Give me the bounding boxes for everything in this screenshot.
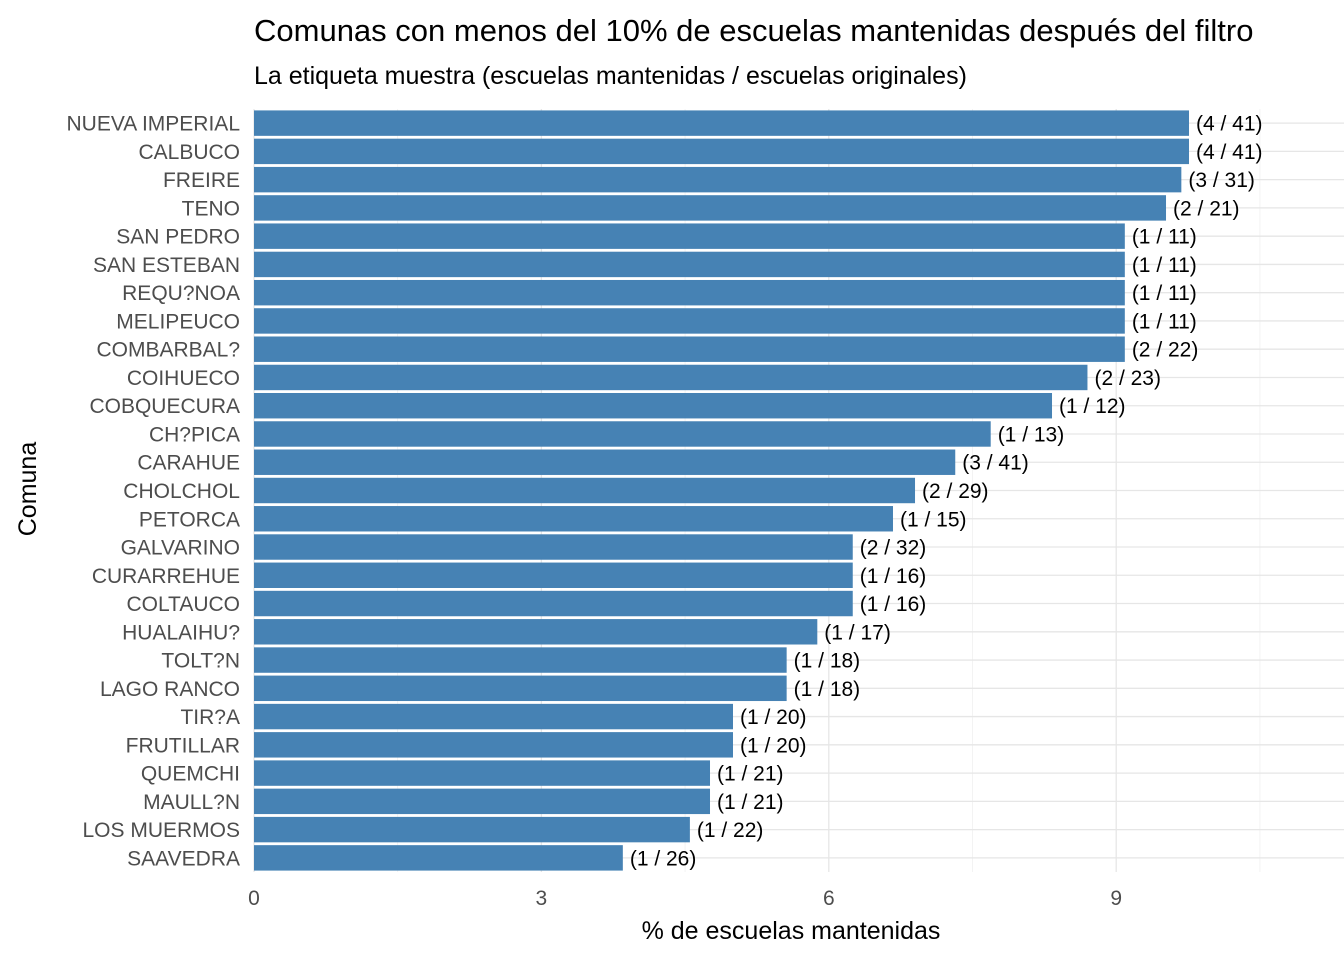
bar: [254, 308, 1125, 334]
data-label: (1 / 11): [1132, 254, 1197, 277]
data-label: (4 / 41): [1196, 113, 1263, 136]
data-label: (2 / 21): [1173, 197, 1240, 220]
y-tick-label: PETORCA: [139, 508, 240, 531]
data-label: (1 / 21): [717, 763, 784, 786]
y-tick-label: SAN PEDRO: [116, 226, 240, 249]
data-label: (1 / 13): [998, 423, 1065, 446]
bar: [254, 647, 787, 673]
y-tick-label: COMBARBAL?: [96, 339, 240, 362]
bar: [254, 534, 853, 560]
data-label: (1 / 18): [794, 678, 861, 701]
y-tick-label: TOLT?N: [161, 650, 240, 673]
data-label: (1 / 20): [740, 734, 807, 757]
data-label: (1 / 12): [1059, 395, 1126, 418]
y-tick-label: CARAHUE: [137, 452, 240, 475]
y-tick-labels: NUEVA IMPERIAL CALBUCO FREIRE TENO SAN PEDRO…: [67, 113, 241, 871]
y-tick-label: FRUTILLAR: [126, 734, 240, 757]
data-label: (1 / 26): [630, 847, 697, 870]
chart-title: Comunas con menos del 10% de escuelas ma…: [254, 13, 1253, 48]
y-tick-label: FREIRE: [163, 169, 240, 192]
data-label: (1 / 21): [717, 791, 784, 814]
bar: [254, 364, 1088, 391]
bar: [254, 166, 1182, 193]
x-tick-label: 9: [1110, 887, 1122, 910]
bar: [254, 251, 1125, 278]
bar: [254, 590, 853, 617]
data-label: (1 / 17): [824, 621, 891, 644]
bar: [254, 223, 1125, 249]
data-label: (3 / 41): [962, 452, 1029, 475]
data-label: (1 / 16): [860, 593, 927, 616]
y-tick-label: TIR?A: [180, 706, 240, 729]
data-label: (1 / 18): [794, 650, 861, 673]
y-tick-label: COBQUECURA: [89, 395, 240, 418]
bar: [254, 279, 1125, 306]
y-tick-label: NUEVA IMPERIAL: [67, 113, 241, 136]
bar: [254, 449, 956, 475]
bar: [254, 506, 893, 532]
data-label: (1 / 16): [860, 565, 927, 588]
y-tick-label: CH?PICA: [149, 423, 240, 446]
bar: [254, 732, 733, 758]
y-tick-label: COIHUECO: [127, 367, 240, 390]
bar: [254, 845, 623, 871]
bar: [254, 619, 818, 645]
bar: [254, 477, 916, 504]
bar: [254, 138, 1190, 165]
data-label: (4 / 41): [1196, 141, 1263, 164]
bar: [254, 760, 711, 786]
data-label: (1 / 22): [697, 819, 764, 842]
data-label: (1 / 15): [900, 508, 967, 531]
data-label: (2 / 23): [1094, 367, 1161, 390]
y-tick-label: CHOLCHOL: [123, 480, 240, 503]
data-label: (2 / 29): [922, 480, 989, 503]
x-tick-label: 6: [823, 887, 835, 910]
y-tick-label: TENO: [182, 197, 240, 220]
y-tick-label: GALVARINO: [121, 537, 240, 560]
data-labels: (4 / 41) (4 / 41) (3 / 31) (2 / 21) (1 / 11)…: [630, 113, 1263, 871]
x-tick-labels: 0 3 6 9: [248, 887, 1122, 910]
bar: [254, 703, 733, 730]
y-axis-title: Comuna: [14, 442, 42, 537]
bar: [254, 562, 853, 588]
y-tick-label: MAULL?N: [143, 791, 240, 814]
y-tick-label: SAN ESTEBAN: [93, 254, 240, 277]
y-tick-label: LAGO RANCO: [100, 678, 240, 701]
y-tick-label: REQU?NOA: [122, 282, 240, 305]
bar: [254, 788, 711, 815]
y-tick-label: CALBUCO: [138, 141, 240, 164]
x-axis-title: % de escuelas mantenidas: [642, 917, 941, 945]
data-label: (2 / 22): [1132, 339, 1199, 362]
x-tick-label: 0: [248, 887, 260, 910]
data-label: (2 / 32): [860, 537, 927, 560]
bar: [254, 110, 1190, 136]
bar: [254, 675, 787, 702]
x-tick-label: 3: [536, 887, 548, 910]
data-label: (1 / 11): [1132, 310, 1197, 333]
y-tick-label: CURARREHUE: [92, 565, 240, 588]
y-tick-label: LOS MUERMOS: [82, 819, 240, 842]
y-tick-label: HUALAIHU?: [122, 621, 240, 644]
y-tick-label: QUEMCHI: [141, 763, 240, 786]
bar: [254, 336, 1125, 362]
bars-group: [254, 110, 1190, 871]
y-tick-label: SAAVEDRA: [127, 847, 240, 870]
chart-subtitle: La etiqueta muestra (escuelas mantenidas…: [254, 62, 967, 90]
bar: [254, 421, 991, 447]
data-label: (1 / 11): [1132, 226, 1197, 249]
bar: [254, 816, 690, 843]
data-label: (1 / 11): [1132, 282, 1197, 305]
bar: [254, 195, 1167, 221]
y-tick-label: COLTAUCO: [126, 593, 240, 616]
bar: [254, 393, 1053, 419]
data-label: (1 / 20): [740, 706, 807, 729]
y-tick-label: MELIPEUCO: [116, 310, 240, 333]
data-label: (3 / 31): [1188, 169, 1255, 192]
